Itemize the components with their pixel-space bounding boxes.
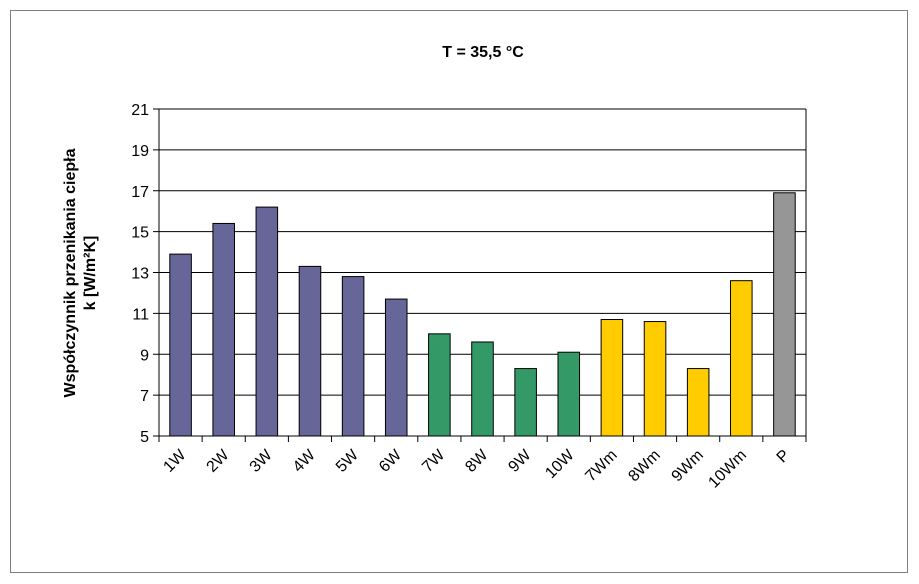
bar-P [773,192,796,437]
x-tick-label-1W: 1W [160,446,190,476]
x-tick-label-P: P [774,447,794,467]
x-tick-label-10W: 10W [542,446,578,482]
y-tick-label: 7 [140,388,149,405]
x-tick-label-9Wm: 9Wm [669,447,707,485]
bar-chart: T = 35,5 °C Współczynnik przenikania cie… [62,44,807,492]
bars [169,192,796,437]
chart-frame: T = 35,5 °C Współczynnik przenikania cie… [10,10,908,573]
x-tick-label-4W: 4W [290,446,320,476]
x-tick-label-9W: 9W [505,446,535,476]
bar-1W [169,253,192,437]
chart-title: T = 35,5 °C [442,44,524,61]
bar-6W [384,298,408,437]
bar-7W [428,333,451,437]
bar-2W [212,222,235,437]
y-axis-label-line2: k [W/m²K] [82,236,99,311]
bar-9W [514,368,537,437]
y-tick-label: 9 [140,347,149,364]
y-tick-label: 13 [131,266,149,283]
bar-8Wm [643,321,667,437]
y-axis-label-line1: Współczynnik przenikania ciepła [62,148,79,397]
bar-3W [255,206,279,437]
x-tick-label-10Wm: 10Wm [705,447,750,492]
y-tick-labels: 5 7 9 11 13 15 17 19 21 [131,102,149,446]
y-tick-label: 21 [131,102,149,119]
x-tick-label-5W: 5W [333,446,363,476]
x-tick-label-3W: 3W [247,446,277,476]
y-tick-label: 15 [131,225,149,242]
bar-8W [471,341,494,437]
x-tick-label-8Wm: 8Wm [625,447,663,485]
bar-10W [557,351,581,437]
bar-7Wm [600,319,624,437]
axes [153,108,807,442]
y-tick-label: 17 [131,184,149,201]
y-tick-label: 19 [131,143,149,160]
x-tick-label-7W: 7W [419,446,449,476]
x-tick-label-6W: 6W [376,446,406,476]
bar-5W [341,276,365,437]
bar-4W [298,265,322,437]
y-axis-label: Współczynnik przenikania ciepła k [W/m²K… [62,148,99,397]
x-tick-label-7Wm: 7Wm [582,447,620,485]
bar-10Wm [730,280,753,437]
bar-9Wm [686,368,710,437]
x-tick-label-2W: 2W [204,446,234,476]
y-tick-label: 11 [132,306,149,323]
x-tick-label-8W: 8W [462,446,492,476]
y-tick-label: 5 [140,429,149,446]
